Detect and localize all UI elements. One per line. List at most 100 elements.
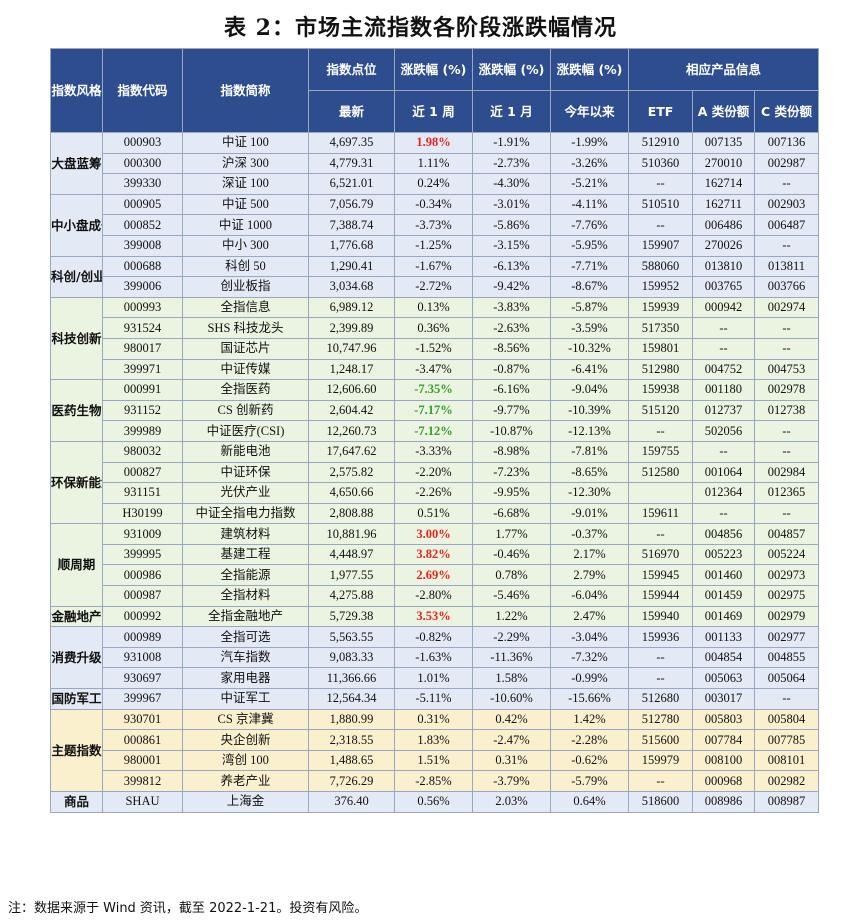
c-share-code: --	[753, 688, 820, 710]
index-name: 中证全指电力指数	[182, 502, 309, 525]
chg-month: -2.47%	[472, 729, 551, 751]
group-label: 中小盘成长	[50, 193, 103, 257]
a-share-code: 001133	[692, 626, 755, 648]
c-share-code: 008987	[753, 791, 820, 813]
chg-ytd: -1.99%	[550, 132, 629, 154]
chg-week: 1.98%	[394, 132, 473, 154]
etf-code: 512580	[628, 461, 693, 484]
a-share-code: 007784	[692, 729, 755, 751]
a-share-code: --	[692, 502, 755, 525]
c-share-code: 004753	[753, 358, 820, 381]
table-row: 000986 全指能源 1,977.55 2.69% 0.78% 2.79% 159945 0…	[51, 564, 820, 587]
index-code: 000987	[102, 585, 183, 607]
a-share-code: 000968	[692, 770, 755, 792]
a-share-code: 001460	[692, 564, 755, 587]
c-share-code: --	[753, 317, 820, 339]
table-row: 399006 创业板指 3,034.68 -2.72% -9.42% -8.67% 1599…	[51, 276, 820, 298]
chg-ytd: -10.39%	[550, 399, 629, 422]
a-share-code: 005223	[692, 543, 755, 566]
index-code: 930697	[102, 667, 183, 690]
index-code: 000986	[102, 564, 183, 587]
chg-month: 1.22%	[472, 605, 551, 628]
index-name: 国证芯片	[182, 337, 309, 360]
chg-week: -2.80%	[394, 585, 473, 607]
group-label: 顺周期	[50, 523, 103, 607]
table-row: 医药生物 000991 全指医药 12,606.60 -7.35% -6.16% -9.04…	[50, 379, 820, 442]
etf-code: 159907	[628, 234, 693, 257]
chg-month: -9.77%	[472, 399, 551, 422]
index-point: 2,399.89	[308, 317, 395, 339]
index-point: 4,448.97	[308, 543, 395, 566]
index-point: 11,366.66	[308, 667, 395, 690]
chg-ytd: 2.47%	[550, 605, 629, 628]
index-point: 7,056.79	[308, 193, 395, 216]
header-point: 指数点位	[308, 48, 395, 91]
index-name: 全指可选	[182, 626, 309, 648]
chg-month: -8.56%	[472, 337, 551, 360]
table-row: 930697 家用电器 11,366.66 1.01% 1.58% -0.99% -- 005…	[51, 667, 820, 690]
chg-ytd: 2.79%	[550, 564, 629, 587]
header-chg-ytd: 涨跌幅 (%)	[550, 48, 629, 91]
etf-code: 159938	[628, 379, 693, 401]
etf-code: 512780	[628, 708, 693, 731]
chg-month: 2.03%	[472, 791, 551, 813]
chg-month: 0.31%	[472, 749, 551, 772]
chg-ytd: -12.13%	[550, 420, 629, 442]
c-share-code: 002977	[753, 626, 820, 648]
c-share-code: 005224	[753, 543, 820, 566]
chg-ytd: -0.99%	[550, 667, 629, 690]
a-share-code: 012737	[692, 399, 755, 422]
c-share-code: --	[753, 420, 820, 442]
table-body: 大盘蓝筹 000903 中证 100 4,697.35 1.98% -1.91% -1.99…	[50, 132, 820, 813]
etf-code: 512980	[628, 358, 693, 381]
index-point: 12,606.60	[308, 379, 395, 401]
a-share-code: 004752	[692, 358, 755, 381]
etf-code: --	[628, 214, 693, 236]
chg-month: -10.87%	[472, 420, 551, 442]
c-share-code: 002973	[753, 564, 820, 587]
chg-week: -1.63%	[394, 646, 473, 669]
table-row: 000861 央企创新 2,318.55 1.83% -2.47% -2.28% 51560…	[51, 729, 820, 751]
index-name: 央企创新	[182, 729, 309, 751]
table-row: 399008 中小 300 1,776.68 -1.25% -3.15% -5.95% 15…	[51, 234, 820, 257]
index-code: 399995	[102, 543, 183, 566]
chg-week: 3.82%	[394, 543, 473, 566]
index-name: 上海金	[182, 791, 309, 813]
index-point: 2,604.42	[308, 399, 395, 422]
index-code: 931524	[102, 317, 183, 339]
etf-code: 159952	[628, 276, 693, 298]
header-code: 指数代码	[102, 48, 183, 133]
c-share-code: 013811	[753, 255, 820, 278]
table-row: 中小盘成长000905中证 5007,056.79-0.34%-3.01%-4.…	[50, 193, 820, 257]
chg-week: 0.36%	[394, 317, 473, 339]
chg-week: -7.17%	[394, 399, 473, 422]
table-row: 金融地产 000992 全指金融地产 5,729.38 3.53% 1.22% 2.47% 1…	[50, 605, 820, 628]
header-a-share: A 类份额	[692, 90, 755, 133]
chg-month: -2.63%	[472, 317, 551, 339]
index-point: 2,318.55	[308, 729, 395, 751]
chg-month: 1.58%	[472, 667, 551, 690]
index-point: 10,881.96	[308, 523, 395, 545]
index-name: 全指能源	[182, 564, 309, 587]
a-share-code: 001469	[692, 605, 755, 628]
c-share-code: 007785	[753, 729, 820, 751]
chg-month: -5.46%	[472, 585, 551, 607]
table-row: 399995 基建工程 4,448.97 3.82% -0.46% 2.17% 516970…	[51, 543, 820, 566]
etf-code: 512680	[628, 688, 693, 710]
chg-week: -3.73%	[394, 214, 473, 236]
a-share-code: 005063	[692, 667, 755, 690]
index-code: 930701	[102, 708, 183, 731]
index-code: 399971	[102, 358, 183, 381]
etf-code: 510510	[628, 193, 693, 216]
index-performance-table: 指数风格 指数代码 指数简称 指数点位 涨跌幅 (%) 涨跌幅 (%) 涨跌幅 …	[50, 48, 820, 813]
index-name: 新能电池	[182, 440, 309, 463]
chg-week: 3.53%	[394, 605, 473, 628]
index-point: 5,729.38	[308, 605, 395, 628]
etf-code: 159979	[628, 749, 693, 772]
etf-code: 159936	[628, 626, 693, 648]
index-name: CS 创新药	[182, 399, 309, 422]
table-row: 931524 SHS 科技龙头 2,399.89 0.36% -2.63% -3.59% 5…	[51, 317, 820, 339]
index-point: 5,563.55	[308, 626, 395, 648]
chg-ytd: -7.32%	[550, 646, 629, 669]
c-share-code: 002975	[753, 585, 820, 607]
